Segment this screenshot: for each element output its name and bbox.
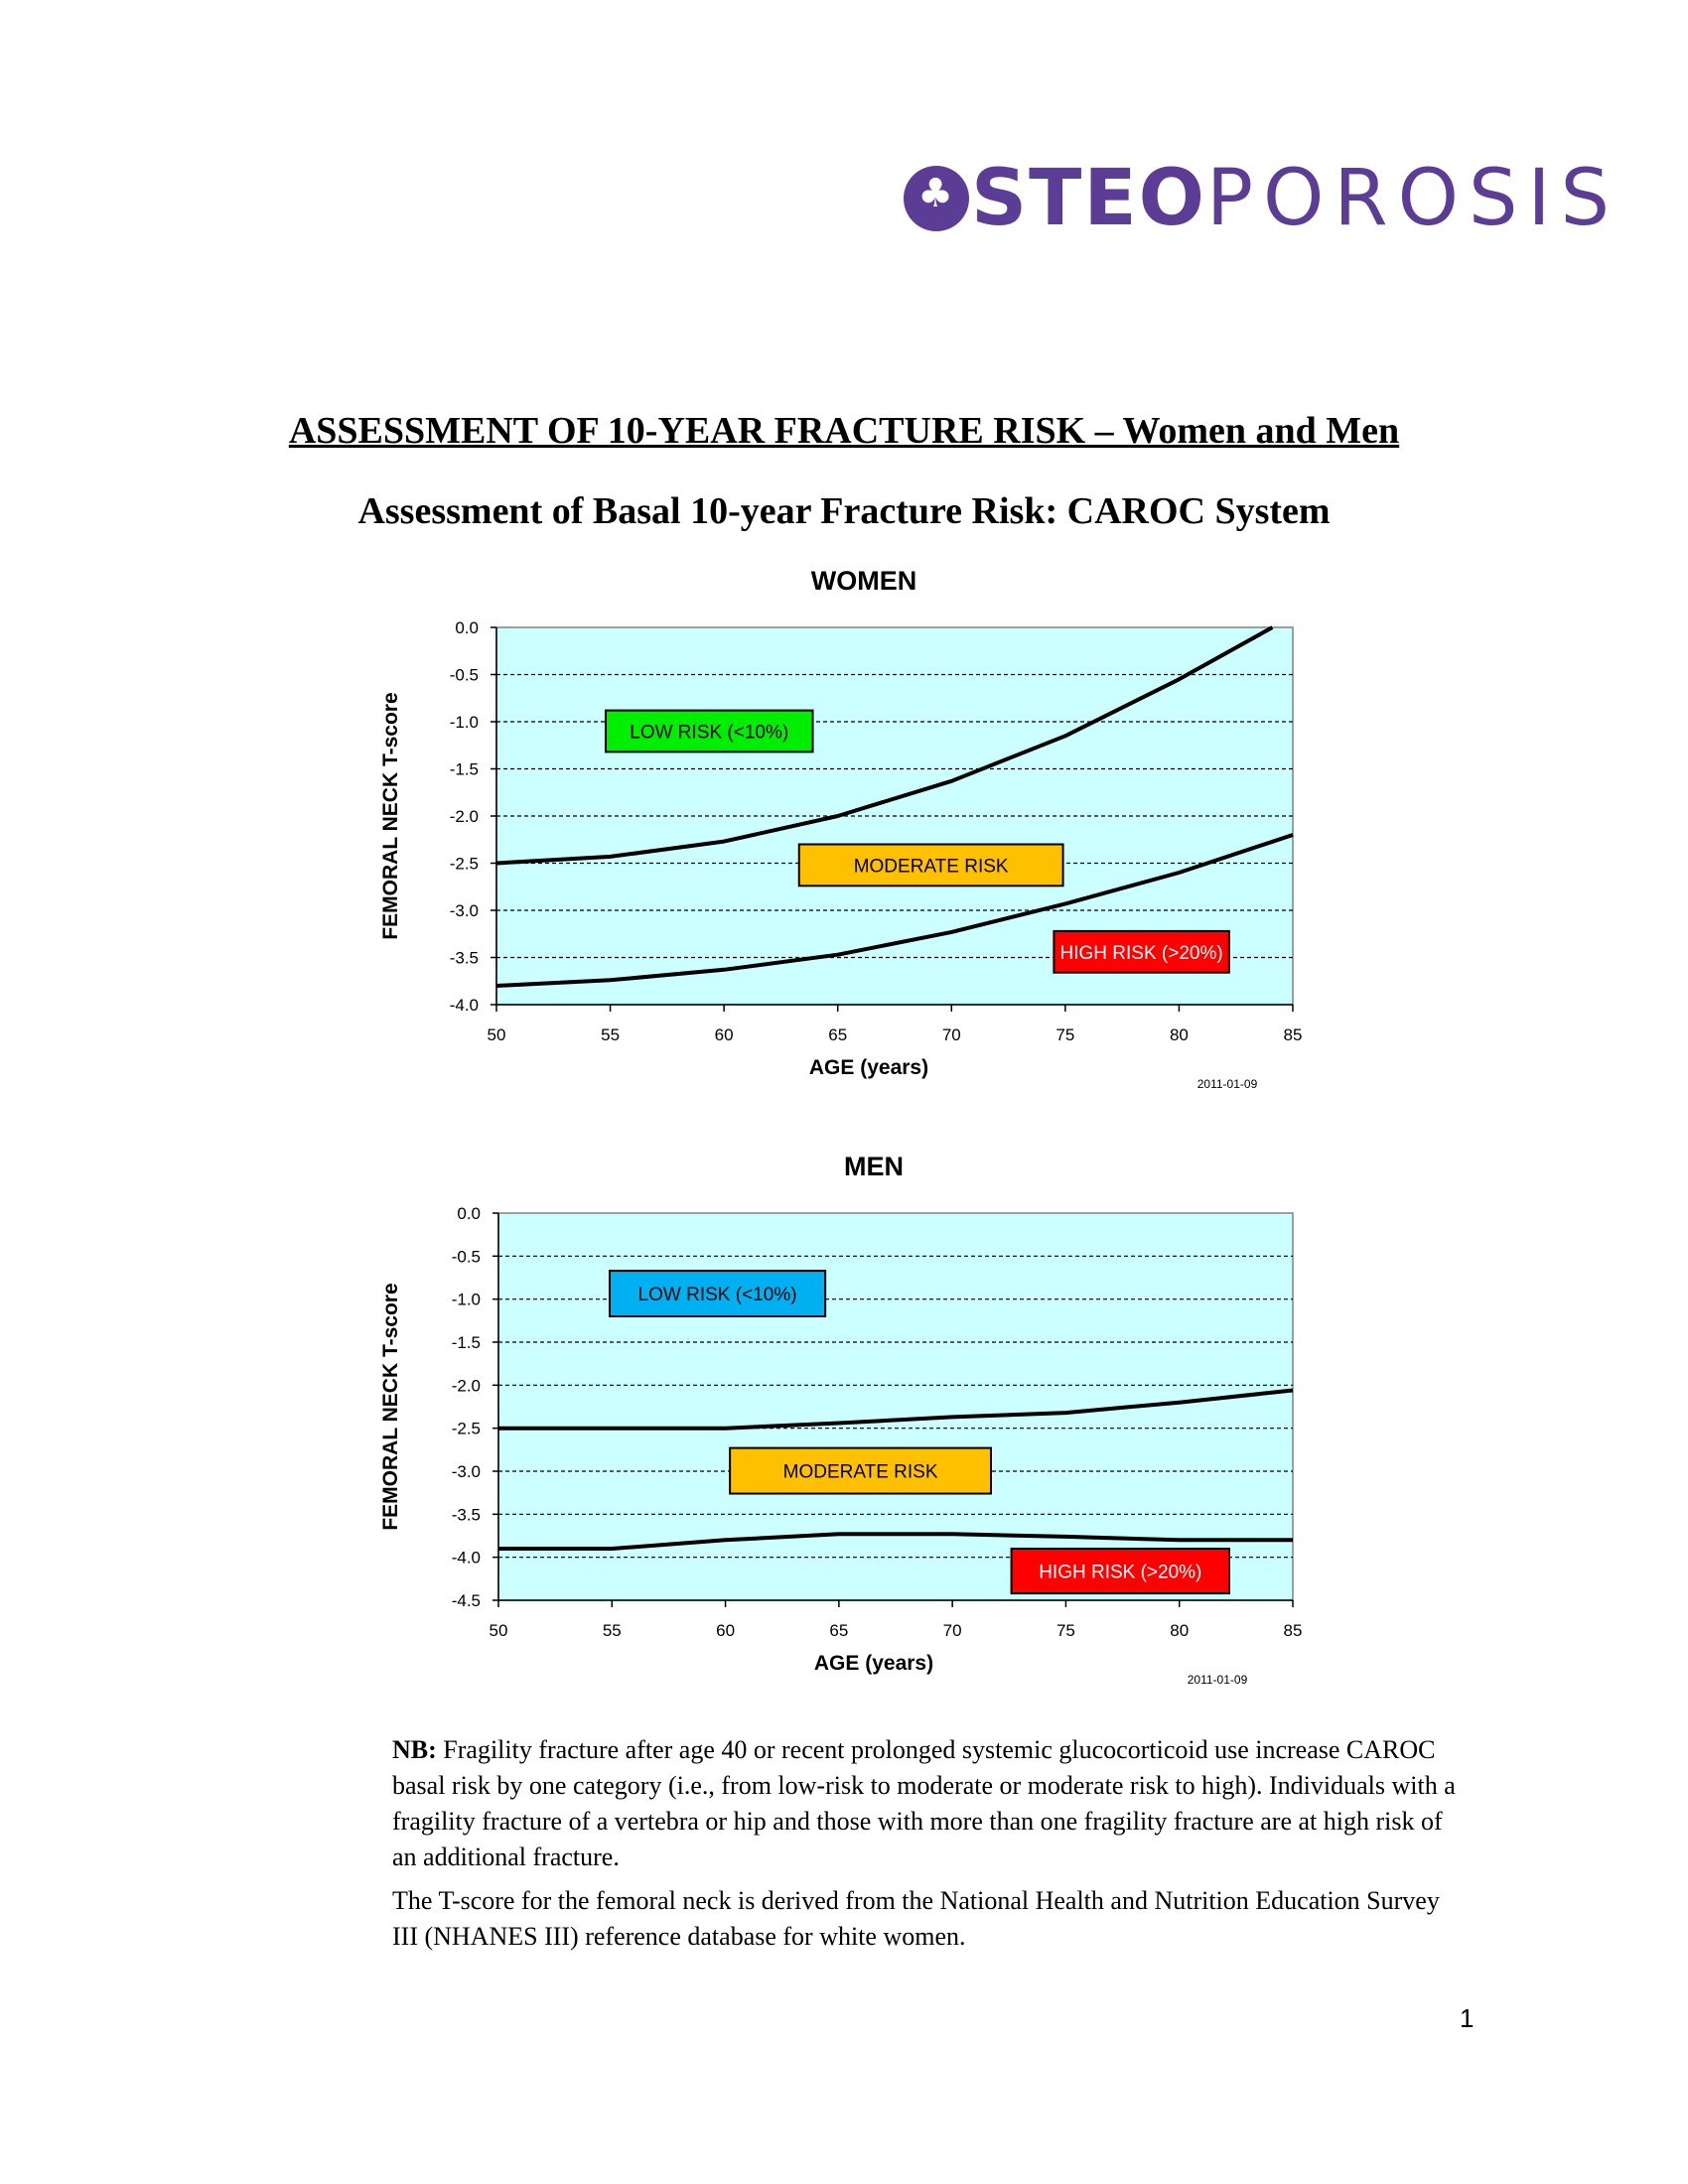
nb-label: NB: — [392, 1735, 437, 1764]
risk-box-label: HIGH RISK (>20%) — [1060, 943, 1223, 964]
x-tick-label: 55 — [603, 1621, 622, 1640]
risk-box — [604, 709, 814, 753]
men-risk-chart: MEN 0.0 -0.5 -1.0 -1.5 -2.0 -2.5 -3.0 -3.5 -4.0 -4… — [379, 1152, 1303, 1687]
page-title-text: ASSESSMENT OF 10-YEAR FRACTURE RISK – Wo… — [288, 410, 1400, 452]
x-tick-label: 75 — [1056, 1621, 1075, 1640]
x-tick-label: 65 — [828, 1025, 847, 1044]
series-line-1 — [498, 1388, 1294, 1431]
page-title: ASSESSMENT OF 10-YEAR FRACTURE RISK – Wo… — [0, 409, 1688, 453]
risk-box-label: LOW RISK (<10%) — [638, 1285, 797, 1305]
y-tick-label: -0.5 — [450, 666, 479, 685]
series-line-2 — [495, 833, 1294, 988]
y-tick-label: -1.0 — [450, 713, 479, 732]
nb-paragraph: NB: Fragility fracture after age 40 or r… — [392, 1732, 1465, 1875]
y-tick-label: -1.5 — [450, 760, 479, 779]
y-tick-label: -2.0 — [452, 1376, 481, 1395]
risk-box-label: LOW RISK (<10%) — [630, 723, 788, 744]
y-tick-label: -4.0 — [452, 1549, 481, 1568]
x-tick-label: 80 — [1170, 1025, 1189, 1044]
y-axis-label: FEMORAL NECK T-score — [379, 1283, 402, 1530]
y-tick-label: -2.5 — [452, 1420, 481, 1438]
x-tick-label: 70 — [943, 1621, 962, 1640]
y-tick-label: -2.5 — [450, 855, 479, 874]
tscore-paragraph: The T-score for the femoral neck is deri… — [392, 1886, 1440, 1951]
risk-box — [797, 843, 1064, 887]
y-tick-label: -2.0 — [450, 807, 479, 826]
y-axis-label: FEMORAL NECK T-score — [379, 692, 402, 939]
chart-date: 2011-01-09 — [1197, 1077, 1258, 1091]
y-tick-label: 0.0 — [457, 1204, 481, 1223]
risk-box-label: MODERATE RISK — [854, 856, 1009, 877]
risk-box-label: MODERATE RISK — [783, 1462, 938, 1483]
logo-text-mid: O — [1138, 154, 1206, 243]
x-tick-label: 50 — [490, 1621, 508, 1640]
chart-date: 2011-01-09 — [1188, 1673, 1248, 1687]
y-tick-label: -4.5 — [452, 1591, 481, 1610]
y-tick-label: -1.5 — [452, 1333, 481, 1352]
risk-box — [1010, 1548, 1230, 1595]
x-tick-label: 55 — [601, 1025, 620, 1044]
series-line-1 — [495, 625, 1274, 866]
logo-text-light: POROSIS — [1205, 154, 1620, 243]
x-tick-label: 50 — [488, 1025, 506, 1044]
y-tick-label: -3.5 — [452, 1505, 481, 1524]
x-tick-label: 60 — [716, 1621, 735, 1640]
y-tick-label: -3.5 — [450, 949, 479, 968]
x-tick-label: 85 — [1284, 1621, 1303, 1640]
x-tick-label: 70 — [942, 1025, 961, 1044]
osteoporosis-logo: STE O POROSIS — [904, 149, 1619, 248]
risk-box-label: HIGH RISK (>20%) — [1039, 1563, 1201, 1583]
x-tick-label: 65 — [829, 1621, 848, 1640]
y-tick-label: -3.0 — [450, 901, 479, 920]
y-tick-label: 0.0 — [455, 618, 479, 637]
y-tick-label: -3.0 — [452, 1462, 481, 1481]
x-axis-label: AGE (years) — [809, 1056, 928, 1079]
logo-text-bold: STE — [971, 154, 1139, 243]
risk-box — [1053, 929, 1230, 974]
risk-box — [729, 1446, 992, 1495]
y-tick-label: -1.0 — [452, 1291, 481, 1309]
maple-leaf-icon — [904, 166, 969, 231]
page-subtitle: Assessment of Basal 10-year Fracture Ris… — [357, 490, 1331, 532]
x-axis-label: AGE (years) — [814, 1652, 933, 1675]
x-tick-label: 85 — [1284, 1025, 1303, 1044]
women-risk-chart: WOMEN 0.0 -0.5 -1.0 -1.5 -2.0 -2.5 -3.0 -3.5 -4.0… — [379, 566, 1303, 1091]
risk-box — [609, 1270, 827, 1317]
notes-section: NB: Fragility fracture after age 40 or r… — [392, 1732, 1465, 1963]
chart-title: WOMEN — [811, 566, 916, 596]
x-tick-label: 75 — [1055, 1025, 1074, 1044]
nb-text: Fragility fracture after age 40 or recen… — [392, 1735, 1456, 1871]
series-line-2 — [498, 1532, 1293, 1551]
page-number: 1 — [1460, 2003, 1475, 2033]
x-tick-label: 60 — [715, 1025, 734, 1044]
y-tick-label: -4.0 — [450, 996, 479, 1015]
chart-title: MEN — [844, 1152, 904, 1181]
x-tick-label: 80 — [1170, 1621, 1189, 1640]
y-tick-label: -0.5 — [452, 1247, 481, 1266]
